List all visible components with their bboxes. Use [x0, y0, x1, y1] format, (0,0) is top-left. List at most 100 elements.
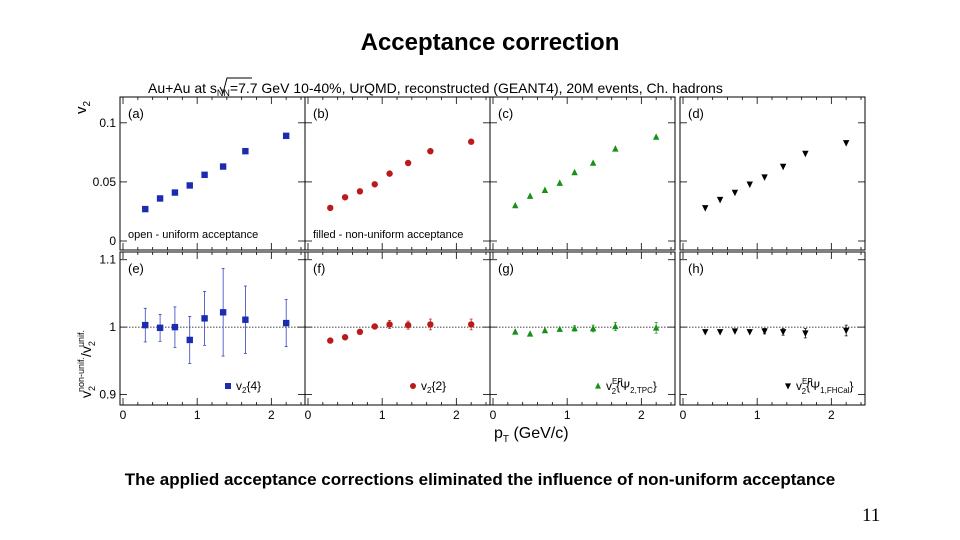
- data-point: [541, 326, 549, 334]
- legend-label: v2{4}: [236, 379, 261, 395]
- data-point: [571, 324, 578, 332]
- data-point: [467, 321, 475, 328]
- data-point: [171, 323, 179, 331]
- data-point: [612, 322, 619, 330]
- data-point: [201, 171, 208, 179]
- data-point: [371, 323, 378, 330]
- data-point: [731, 189, 739, 197]
- data-point: [186, 336, 193, 344]
- panel-frame: [679, 96, 866, 251]
- data-point: [386, 170, 393, 177]
- legend-marker: [595, 382, 601, 389]
- y-tick-label-top: 0.05: [93, 175, 117, 189]
- data-point: [282, 319, 290, 327]
- y-tick-label-top: 0: [109, 234, 116, 248]
- data-point: [761, 328, 768, 335]
- x-tick-label: 0: [680, 408, 687, 422]
- data-point: [612, 145, 619, 152]
- x-tick-label: 2: [268, 408, 275, 422]
- data-point: [512, 328, 519, 335]
- data-point: [512, 201, 519, 209]
- data-point: [404, 159, 412, 167]
- data-point: [541, 186, 549, 193]
- x-tick-label: 2: [828, 408, 835, 422]
- data-point: [156, 324, 164, 332]
- data-point: [427, 321, 434, 328]
- data-point: [589, 159, 597, 166]
- data-point: [526, 192, 534, 199]
- data-point: [386, 321, 393, 328]
- data-point: [652, 133, 660, 140]
- data-point: [327, 204, 334, 212]
- y-tick-label-bottom: 1: [109, 320, 116, 334]
- x-tick-label: 1: [194, 408, 201, 422]
- data-point: [526, 330, 534, 337]
- x-tick-label: 2: [638, 408, 645, 422]
- y-tick-label-bottom: 0.9: [99, 388, 116, 402]
- data-point: [571, 168, 578, 176]
- data-point: [779, 163, 787, 171]
- x-tick-label: 1: [564, 408, 571, 422]
- panel-note: filled - non-uniform acceptance: [313, 229, 463, 241]
- panel-frame: [119, 251, 306, 406]
- data-point: [589, 324, 597, 332]
- legend-label: vEP 2{Ψ2,TPC}: [606, 377, 657, 396]
- panel-frame: [119, 96, 306, 251]
- data-point: [779, 329, 787, 336]
- panel-label: (e): [128, 261, 144, 276]
- x-tick-label: 0: [305, 408, 312, 422]
- panel-label: (a): [128, 106, 144, 121]
- data-point: [427, 147, 434, 155]
- panel-label: (b): [313, 106, 329, 121]
- data-point: [242, 147, 249, 155]
- sqrt-sign: [219, 77, 252, 95]
- data-point: [746, 329, 753, 336]
- x-tick-label: 2: [453, 408, 460, 422]
- data-point: [186, 182, 193, 189]
- data-point: [761, 174, 768, 181]
- data-point: [716, 329, 724, 336]
- x-tick-label: 1: [379, 408, 386, 422]
- legend-label: vEP 2{Ψ1,FHCal}: [796, 377, 854, 396]
- data-point: [341, 334, 349, 341]
- data-point: [652, 324, 660, 331]
- data-point: [201, 315, 208, 322]
- panel-frame: [304, 96, 491, 251]
- legend-marker: [410, 383, 416, 389]
- data-point: [404, 321, 412, 329]
- data-point: [702, 329, 709, 336]
- slide-title: Acceptance correction: [360, 29, 620, 56]
- panel-label: (h): [688, 261, 704, 276]
- data-point: [371, 181, 378, 188]
- data-point: [802, 330, 809, 337]
- data-point: [171, 189, 179, 196]
- data-point: [341, 194, 349, 201]
- x-tick-label: 1: [754, 408, 761, 422]
- data-point: [356, 188, 364, 195]
- data-point: [142, 321, 149, 329]
- panel-label: (c): [498, 106, 513, 121]
- panel-frame: [679, 251, 866, 406]
- data-point: [746, 181, 753, 188]
- data-point: [327, 337, 334, 344]
- data-point: [716, 196, 724, 204]
- data-point: [242, 316, 249, 323]
- data-point: [556, 179, 563, 186]
- panel-label: (d): [688, 106, 704, 121]
- legend-label: v2{2}: [421, 379, 446, 395]
- data-point: [842, 327, 850, 335]
- slide-caption: The applied acceptance corrections elimi…: [124, 470, 836, 489]
- legend-marker: [225, 383, 231, 389]
- panel-frame: [304, 251, 491, 406]
- data-point: [731, 328, 739, 335]
- data-point: [467, 138, 475, 145]
- y-tick-label-top: 0.1: [99, 116, 116, 130]
- panel-note: open - uniform acceptance: [128, 229, 258, 241]
- y-axis-title-top: v2: [73, 101, 93, 115]
- data-point: [219, 309, 227, 316]
- data-point: [142, 205, 149, 213]
- data-point: [556, 325, 563, 332]
- x-tick-label: 0: [490, 408, 497, 422]
- data-point: [282, 132, 290, 140]
